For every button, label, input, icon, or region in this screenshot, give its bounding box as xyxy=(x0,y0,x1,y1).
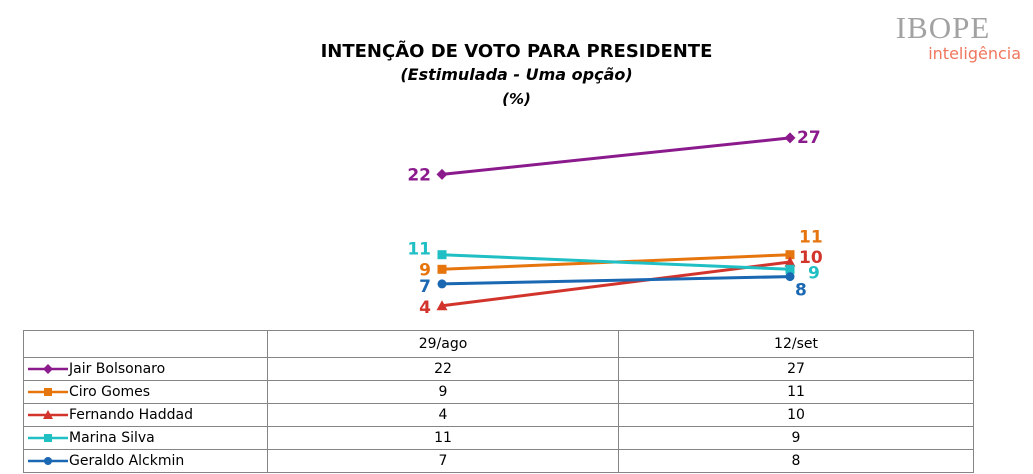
data-label: 22 xyxy=(407,165,431,185)
column-header-date-1: 29/ago xyxy=(267,330,619,358)
data-label: 10 xyxy=(799,248,823,268)
value-cell: 4 xyxy=(267,403,619,427)
square-series-marker-icon xyxy=(28,434,68,442)
series-fernando-haddad: 4 10 xyxy=(419,248,823,318)
table-row: Fernando Haddad 4 10 xyxy=(23,403,974,427)
data-label: 7 xyxy=(419,277,431,297)
chart-subtitle: (Estimulada - Uma opção) xyxy=(400,65,633,84)
ibope-logo: IBOPE xyxy=(895,10,991,45)
chart-title: INTENÇÃO DE VOTO PARA PRESIDENTE xyxy=(320,41,713,62)
square-series-marker-icon xyxy=(28,388,68,396)
series-jair-bolsonaro: 22 27 xyxy=(407,128,820,185)
data-label: 27 xyxy=(797,128,821,148)
ibope-logo-subtitle: inteligência xyxy=(928,44,1021,63)
chart-title-block: INTENÇÃO DE VOTO PARA PRESIDENTE (Estimu… xyxy=(0,41,1033,108)
value-cell: 22 xyxy=(267,357,619,381)
value-cell: 11 xyxy=(618,380,974,404)
candidate-name: Ciro Gomes xyxy=(69,384,151,400)
series-marina-silva: 119 xyxy=(407,240,820,284)
circle-series-marker-icon xyxy=(28,457,68,465)
table-row: Geraldo Alckmin 7 8 xyxy=(23,449,974,473)
value-cell: 11 xyxy=(267,426,619,450)
data-label: 11 xyxy=(799,228,823,248)
data-label: 9 xyxy=(808,263,820,283)
value-cell: 9 xyxy=(267,380,619,404)
value-cell: 10 xyxy=(618,403,974,427)
table-row: Jair Bolsonaro 22 27 xyxy=(23,357,974,381)
legend-cell: Jair Bolsonaro xyxy=(23,357,268,381)
data-table: 29/ago 12/set Jair Bolsonaro 22 27 Ciro Gom… xyxy=(23,330,974,473)
column-header-date-2: 12/set xyxy=(618,330,974,358)
data-label: 8 xyxy=(795,281,807,301)
value-cell: 8 xyxy=(618,449,974,473)
candidate-name: Jair Bolsonaro xyxy=(69,361,166,377)
legend-cell: Geraldo Alckmin xyxy=(23,449,268,473)
value-cell: 9 xyxy=(618,426,974,450)
data-label: 11 xyxy=(407,240,431,260)
candidate-name: Fernando Haddad xyxy=(69,407,193,423)
data-label: 4 xyxy=(419,298,431,318)
candidate-name: Marina Silva xyxy=(69,430,155,446)
table-row: Marina Silva 11 9 xyxy=(23,426,974,450)
chart-unit-label: (%) xyxy=(502,90,531,108)
candidate-name: Geraldo Alckmin xyxy=(69,453,185,469)
value-cell: 7 xyxy=(267,449,619,473)
data-label: 9 xyxy=(419,260,431,280)
diamond-series-marker-icon xyxy=(28,364,68,374)
series-ciro-gomes: 9 11 xyxy=(419,228,823,281)
value-cell: 27 xyxy=(618,357,974,381)
legend-cell: Ciro Gomes xyxy=(23,380,268,404)
table-row: Ciro Gomes 9 11 xyxy=(23,380,974,404)
legend-cell: Fernando Haddad xyxy=(23,403,268,427)
legend-cell: Marina Silva xyxy=(23,426,268,450)
triangle-series-marker-icon xyxy=(28,410,68,419)
table-header-row: 29/ago 12/set xyxy=(23,330,974,358)
table-corner-empty xyxy=(23,330,268,358)
